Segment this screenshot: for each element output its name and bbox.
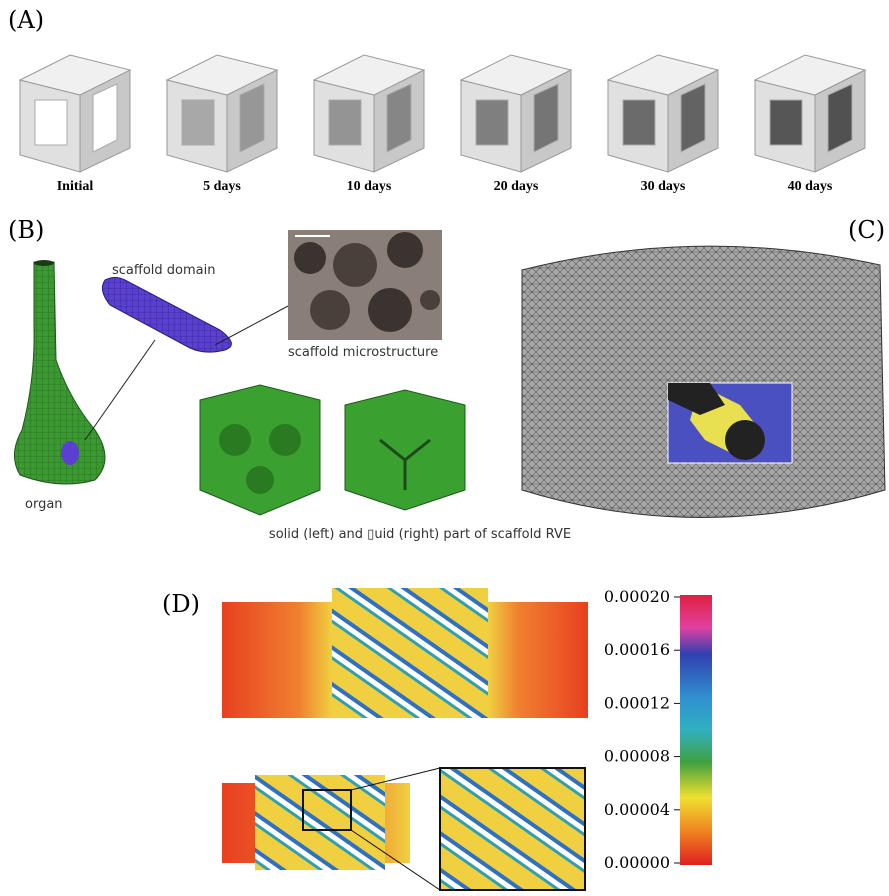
cube: [314, 55, 424, 172]
colorbar-tick-label: 0.00000: [604, 853, 670, 872]
cube-hole: [828, 84, 852, 152]
caption: solid (left) and ▯uid (right) part of sc…: [269, 527, 571, 542]
colorbar-tick-label: 0.00012: [604, 693, 670, 712]
caption: organ: [25, 497, 63, 512]
colorbar-tick-label: 0.00004: [604, 800, 670, 819]
stage-label: 10 days: [347, 179, 392, 194]
cube: [755, 55, 865, 172]
cube-hole: [35, 100, 67, 145]
rve-fluid: [345, 390, 465, 510]
stage-label: Initial: [57, 179, 94, 194]
cube-hole: [182, 100, 214, 145]
field-bottom: [222, 768, 585, 890]
caption: scaffold domain: [112, 263, 215, 278]
mesh-cylinder: [522, 246, 885, 517]
bone-model: [14, 260, 105, 484]
panel-label: (A): [8, 6, 44, 34]
cube-hole: [387, 84, 411, 152]
micrograph: [288, 230, 442, 340]
field-top: [222, 588, 588, 718]
caption: scaffold microstructure: [288, 345, 438, 360]
stage-label: 40 days: [788, 179, 833, 194]
cube: [167, 55, 277, 172]
cube: [20, 55, 130, 172]
stage-label: 20 days: [494, 179, 539, 194]
colorbar-ticks: 0.00020 0.00016 0.00012 0.00008 0.00004 0.000…: [604, 587, 680, 872]
stage-label: 30 days: [641, 179, 686, 194]
cube-hole: [623, 100, 655, 145]
cube-hole: [240, 84, 264, 152]
connector: [215, 305, 290, 345]
rve-solid: [200, 385, 320, 515]
colorbar: [680, 595, 712, 865]
panel-label: (B): [8, 216, 44, 244]
cube-hole: [534, 84, 558, 152]
cube-hole: [476, 100, 508, 145]
cube: [461, 55, 571, 172]
cube-hole: [681, 84, 705, 152]
panel-label: (D): [162, 590, 200, 618]
cube: [608, 55, 718, 172]
figure: (A) Initial 5 days 10 days 20 days 30 days 40…: [0, 0, 889, 896]
panel-label: (C): [848, 216, 885, 244]
cube-hole: [770, 100, 802, 145]
cube-row: Initial 5 days 10 days 20 days 30 days 40 day…: [20, 55, 865, 194]
cube-hole: [93, 84, 117, 152]
cube-hole: [329, 100, 361, 145]
colorbar-tick-label: 0.00020: [604, 587, 670, 606]
colorbar-tick-label: 0.00016: [604, 640, 670, 659]
connector: [85, 340, 155, 440]
colorbar-tick-label: 0.00008: [604, 747, 670, 766]
stage-label: 5 days: [203, 179, 241, 194]
